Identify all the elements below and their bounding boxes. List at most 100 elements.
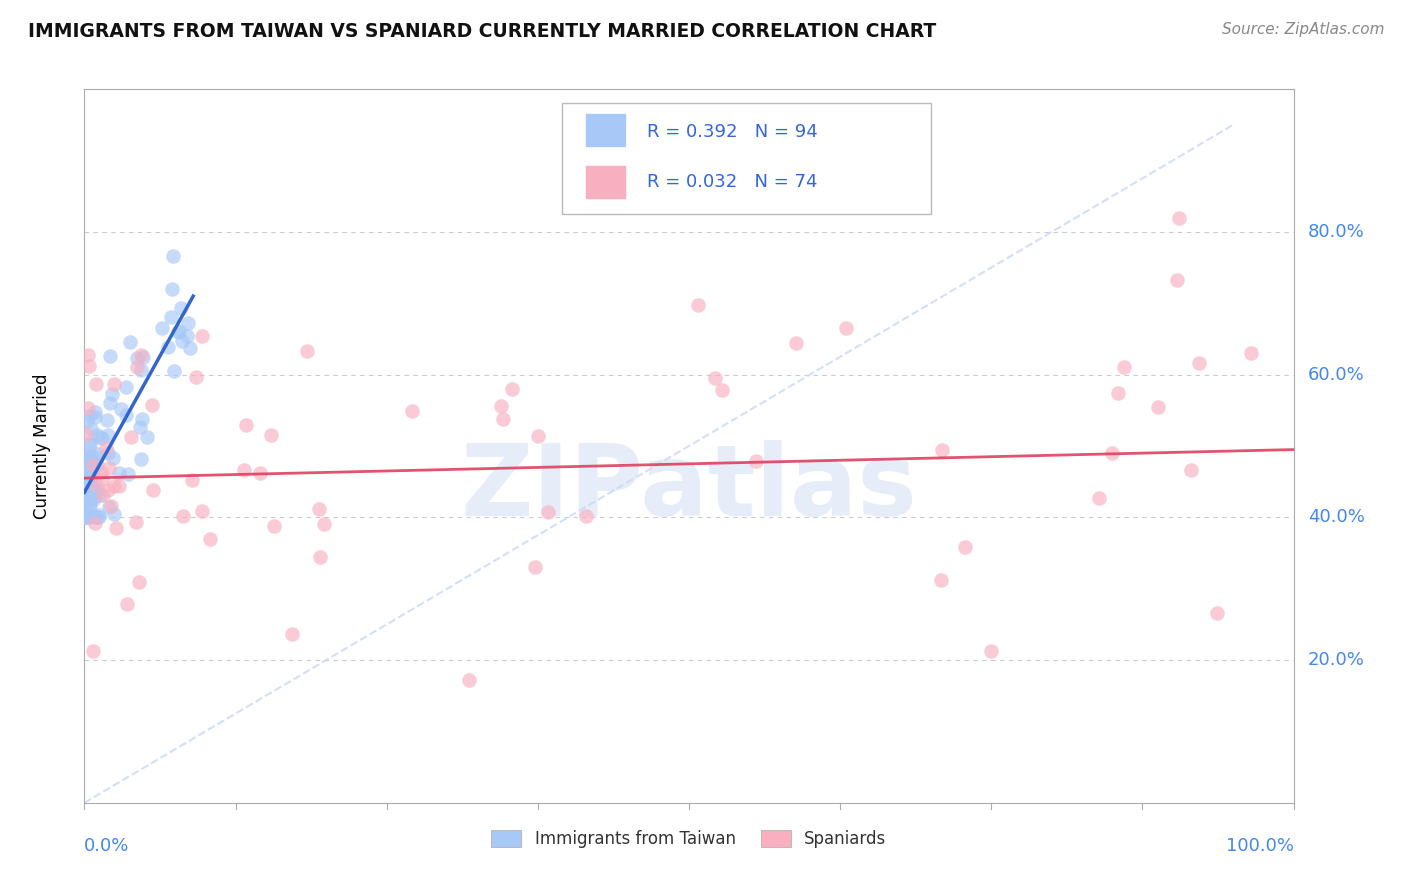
Point xyxy=(76,491,98,506)
Point xyxy=(91,472,114,486)
Point xyxy=(523,559,546,574)
Point xyxy=(101,386,124,401)
Point xyxy=(82,483,104,497)
Point xyxy=(1240,346,1263,360)
Point xyxy=(110,401,132,416)
Point xyxy=(75,491,97,505)
Point xyxy=(157,340,180,354)
Point xyxy=(136,429,159,443)
Text: R = 0.392   N = 94: R = 0.392 N = 94 xyxy=(647,123,817,141)
Point xyxy=(575,509,598,524)
Point xyxy=(75,426,97,441)
Point xyxy=(82,643,104,657)
Point xyxy=(80,481,103,495)
Point xyxy=(703,371,725,385)
Point xyxy=(537,505,560,519)
Point xyxy=(75,510,97,524)
Point xyxy=(184,369,207,384)
Point xyxy=(79,464,101,478)
Point xyxy=(131,412,153,426)
Point xyxy=(1101,446,1123,460)
Point xyxy=(80,422,103,436)
Point xyxy=(501,383,523,397)
Point xyxy=(527,428,550,442)
Point xyxy=(120,430,142,444)
Legend: Immigrants from Taiwan, Spaniards: Immigrants from Taiwan, Spaniards xyxy=(485,823,893,855)
Point xyxy=(141,398,163,412)
Point xyxy=(128,420,150,434)
Point xyxy=(75,510,97,524)
Point xyxy=(87,508,110,522)
Point xyxy=(80,486,103,500)
Point xyxy=(77,459,100,474)
Point xyxy=(1188,356,1211,370)
Point xyxy=(103,507,125,521)
Point xyxy=(75,463,97,477)
Point xyxy=(82,491,104,505)
Point xyxy=(118,335,141,350)
Point xyxy=(1087,491,1109,506)
Point xyxy=(79,477,101,491)
Point xyxy=(108,466,131,480)
Point xyxy=(172,508,194,523)
Point xyxy=(103,376,125,391)
Point xyxy=(745,454,768,468)
Point xyxy=(1107,386,1129,401)
Point xyxy=(87,483,110,498)
Point xyxy=(160,282,183,296)
Point xyxy=(79,450,101,464)
FancyBboxPatch shape xyxy=(562,103,931,214)
Point xyxy=(198,532,221,546)
Point xyxy=(117,467,139,481)
Point xyxy=(489,399,512,413)
Point xyxy=(929,573,952,587)
Text: R = 0.032   N = 74: R = 0.032 N = 74 xyxy=(647,173,817,191)
Point xyxy=(142,483,165,498)
Point xyxy=(98,461,121,475)
Point xyxy=(710,383,733,397)
Point xyxy=(82,469,104,483)
Point xyxy=(166,326,188,340)
Point xyxy=(132,350,155,364)
Point xyxy=(83,516,105,530)
Point xyxy=(103,479,125,493)
Point xyxy=(401,404,423,418)
Point xyxy=(84,409,107,424)
Point xyxy=(76,496,98,510)
Point xyxy=(176,329,198,343)
Point xyxy=(86,376,108,391)
Point xyxy=(150,321,173,335)
Point xyxy=(96,413,118,427)
Text: ZIPatlas: ZIPatlas xyxy=(461,441,917,537)
Point xyxy=(77,488,100,502)
Point xyxy=(1180,463,1202,477)
Point xyxy=(87,510,110,524)
Point xyxy=(77,455,100,469)
Point xyxy=(128,575,150,590)
Point xyxy=(76,508,98,522)
Point xyxy=(91,431,114,445)
Point xyxy=(86,510,108,524)
Point xyxy=(79,479,101,493)
Point xyxy=(492,412,515,426)
Point xyxy=(127,360,149,375)
Point xyxy=(80,468,103,483)
Point xyxy=(98,349,121,363)
Point xyxy=(686,298,709,312)
Text: 20.0%: 20.0% xyxy=(1308,651,1365,669)
Point xyxy=(103,450,125,465)
Point xyxy=(86,458,108,472)
Point xyxy=(297,343,319,358)
Point xyxy=(100,499,122,513)
Point xyxy=(77,436,100,450)
Point xyxy=(98,396,121,410)
Point xyxy=(129,363,152,377)
Point xyxy=(77,409,100,423)
Point xyxy=(104,521,127,535)
Point xyxy=(125,515,148,529)
Point xyxy=(80,491,103,506)
Point xyxy=(114,380,136,394)
Point xyxy=(172,334,194,348)
Point xyxy=(86,447,108,461)
Text: Currently Married: Currently Married xyxy=(32,373,51,519)
